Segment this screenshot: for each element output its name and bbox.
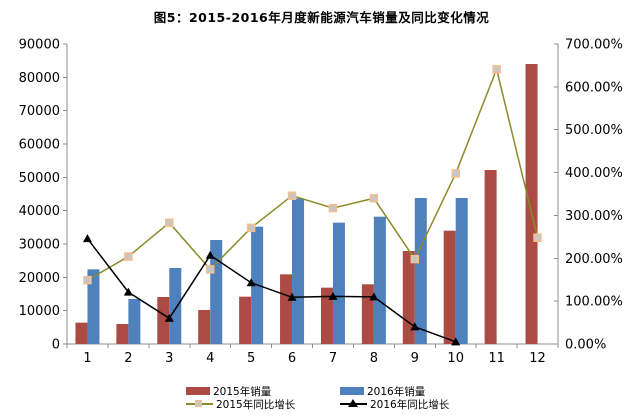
triangle-marker-icon: [451, 337, 461, 346]
left-axis-tick-label: 40000: [19, 204, 60, 219]
square-marker-icon: [287, 191, 297, 200]
triangle-marker-icon: [369, 292, 379, 301]
legend-swatch-2015-sales: [186, 387, 210, 395]
x-axis-label: 10: [447, 351, 464, 366]
x-axis-label: 8: [370, 351, 378, 366]
right-axis: 0.00% 100.00% 200.00% 300.00% 400.00% 500.00%…: [554, 38, 623, 353]
square-marker-icon: [410, 254, 420, 264]
left-axis-tick-label: 80000: [19, 71, 60, 86]
square-marker-icon: [124, 252, 133, 261]
x-axis-label: 11: [488, 351, 505, 366]
legend-item-2015-growth: 2015年同比增长: [186, 398, 340, 411]
bar-2016-m9: [414, 198, 427, 344]
legend-swatch-2016-growth: [340, 399, 367, 409]
triangle-marker-icon: [287, 292, 297, 301]
chart-title: 图5：2015-2016年月度新能源汽车销量及同比变化情况: [153, 10, 490, 25]
left-axis-tick-label: 70000: [19, 104, 60, 119]
right-axis-tick-label: 600.00%: [565, 80, 623, 95]
x-axis-label: 5: [247, 351, 255, 366]
left-axis-tick-label: 20000: [19, 271, 60, 286]
axes: [66, 44, 559, 345]
left-axis-tick-label: 60000: [19, 138, 60, 153]
bar-2015-m6: [280, 274, 293, 344]
bar-2015-m8: [361, 284, 374, 344]
square-marker-icon: [165, 218, 174, 227]
bar-2015-m3: [157, 297, 170, 344]
right-axis-tick-label: 500.00%: [565, 123, 623, 138]
legend-label-2016-sales: 2016年销量: [367, 385, 426, 398]
bar-2015-m11: [484, 170, 497, 344]
legend-swatch-2016-sales: [340, 387, 364, 395]
bar-2016-m3: [169, 268, 182, 344]
legend-label-2015-growth: 2015年同比增长: [216, 398, 296, 411]
bar-2016-m10: [455, 198, 468, 344]
left-axis-tick-label: 50000: [19, 171, 60, 186]
left-axis-tick-label: 10000: [19, 304, 60, 319]
legend-swatch-2015-growth: [186, 399, 213, 409]
triangle-marker-icon: [205, 250, 215, 259]
bar-2015-m4: [198, 310, 211, 344]
square-marker-icon: [205, 265, 215, 274]
square-marker-icon: [246, 223, 256, 233]
bar-2015-m1: [75, 322, 88, 344]
legend-item-2015-sales: 2015年销量: [186, 385, 340, 398]
triangle-marker-icon: [246, 278, 256, 287]
legend: 2015年销量 2016年销量 2015年同比增长 2016年同比增长: [186, 385, 450, 411]
x-axis-label: 1: [83, 351, 91, 366]
bars-2015: [75, 64, 538, 344]
triangle-marker-icon: [164, 313, 174, 322]
bar-2015-m7: [320, 287, 333, 344]
square-marker-icon: [328, 203, 338, 213]
growth-line-2015: [83, 65, 542, 285]
bar-2016-m7: [332, 222, 345, 344]
legend-item-2016-sales: 2016年销量: [340, 385, 449, 398]
triangle-marker-icon: [348, 399, 358, 407]
x-axis-label: 4: [206, 351, 214, 366]
right-axis-tick-label: 100.00%: [565, 295, 623, 310]
square-marker-icon: [83, 275, 92, 285]
right-axis-tick-label: 0.00%: [565, 338, 606, 353]
left-axis: 0 10000 20000 30000 40000 50000 60000 70000 8000…: [19, 38, 67, 353]
bar-2016-m8: [373, 216, 386, 344]
x-axis-label: 2: [124, 351, 132, 366]
triangle-marker-icon: [82, 234, 92, 243]
right-axis-tick-label: 200.00%: [565, 252, 623, 267]
left-axis-tick-label: 90000: [19, 38, 60, 53]
growth-polyline-2016: [86, 238, 456, 343]
square-marker-icon: [451, 169, 460, 178]
legend-label-2015-sales: 2015年销量: [213, 385, 272, 398]
left-axis-tick-label: 0: [52, 338, 60, 353]
x-axis-label: 12: [529, 351, 546, 366]
legend-item-2016-growth: 2016年同比增长: [340, 398, 450, 411]
right-axis-tick-label: 400.00%: [565, 166, 623, 181]
growth-line-2016: [82, 234, 461, 346]
triangle-marker-icon: [410, 322, 420, 331]
x-axis: 1 2 3 4 5 6 7 8 9 10 11 12: [66, 344, 559, 366]
bar-2015-m12: [525, 64, 538, 344]
square-marker-icon: [492, 65, 501, 74]
triangle-marker-icon: [123, 287, 133, 296]
x-axis-label: 9: [411, 351, 419, 366]
bar-2016-m1: [87, 269, 100, 344]
x-axis-label: 6: [288, 351, 296, 366]
x-axis-label: 7: [329, 351, 337, 366]
x-axis-label: 3: [165, 351, 173, 366]
right-axis-tick-label: 700.00%: [565, 38, 623, 53]
legend-label-2016-growth: 2016年同比增长: [370, 398, 450, 411]
left-axis-tick-label: 30000: [19, 238, 60, 253]
bar-2015-m2: [116, 324, 129, 344]
bar-2015-m5: [239, 296, 252, 344]
bar-2016-m2: [128, 299, 141, 344]
bar-2015-m10: [443, 230, 456, 344]
triangle-marker-icon: [328, 291, 338, 300]
square-marker-icon: [533, 233, 542, 242]
square-marker-icon: [369, 194, 379, 203]
bar-2016-m6: [292, 198, 305, 344]
growth-polyline-2015: [87, 66, 539, 281]
square-marker-icon: [195, 400, 202, 407]
right-axis-tick-label: 300.00%: [565, 209, 623, 224]
